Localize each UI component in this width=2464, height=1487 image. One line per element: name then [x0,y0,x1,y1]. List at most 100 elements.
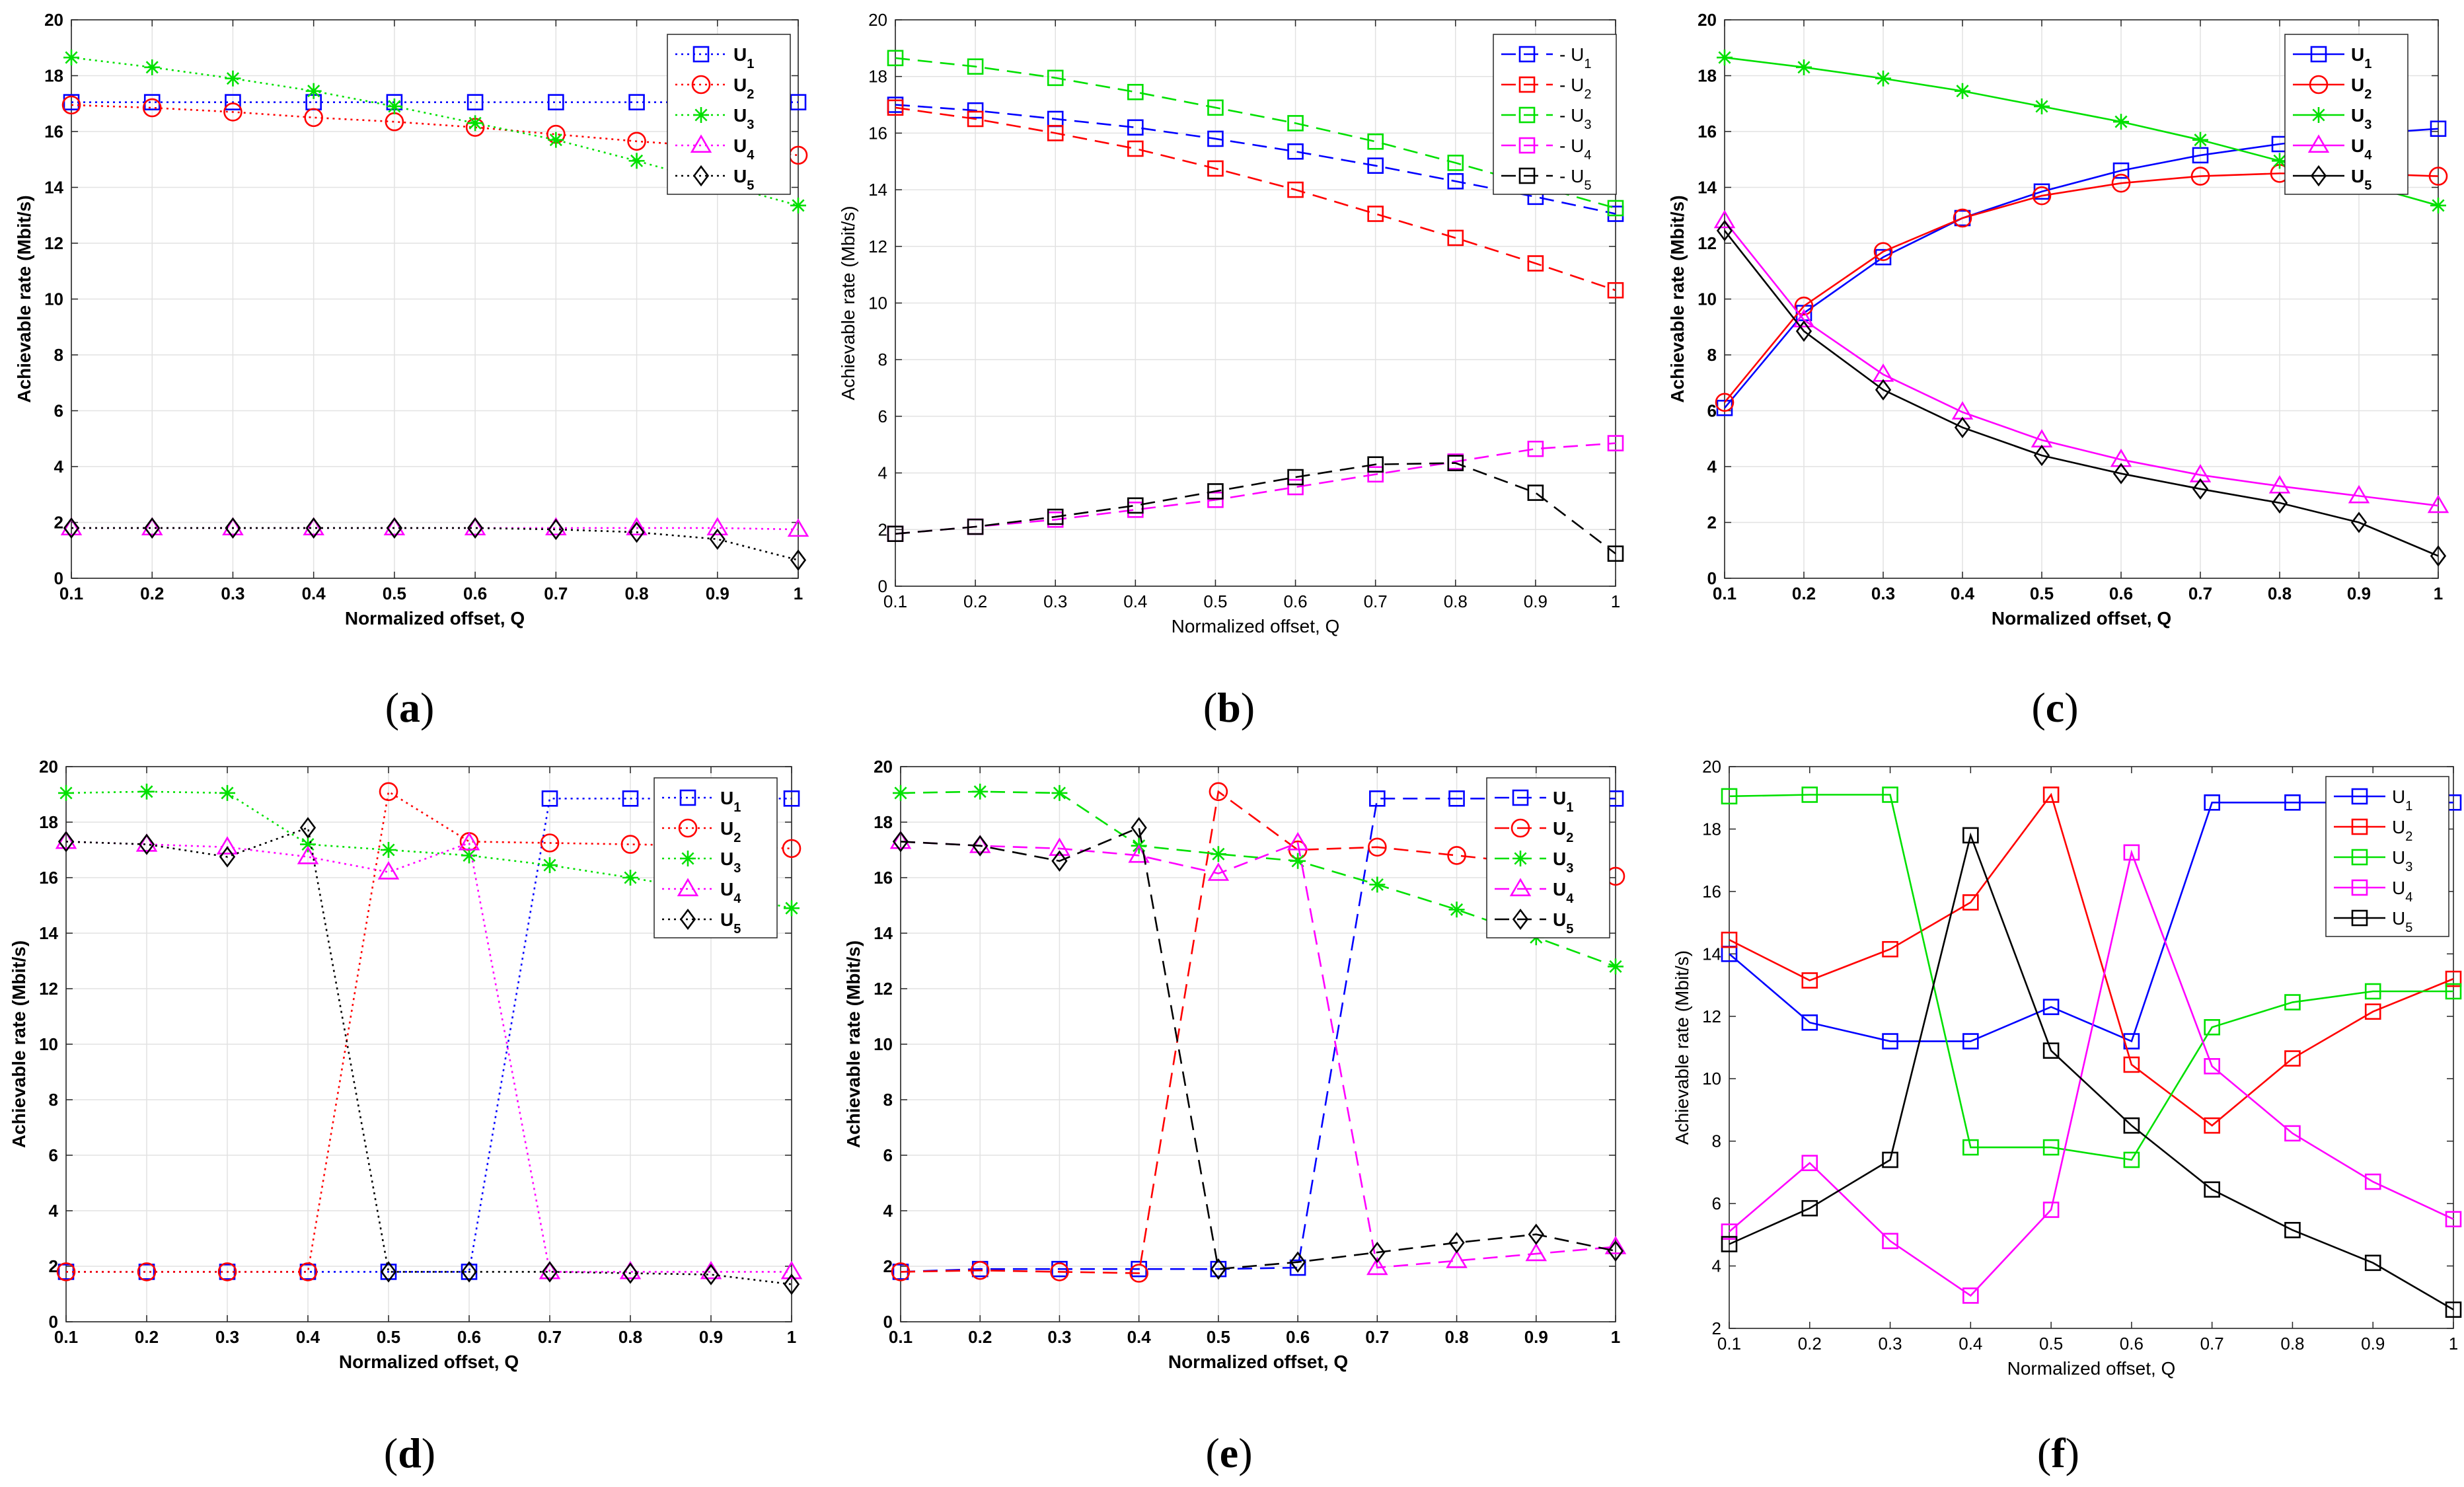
panel-caption: (b) [1203,684,1255,731]
y-tick-label: 18 [868,67,887,87]
x-tick-label: 0.4 [302,584,326,603]
y-tick-label: 12 [1698,233,1717,253]
panel-caption: (e) [1205,1430,1252,1476]
y-tick-label: 4 [883,1201,893,1221]
data-point [1608,958,1624,975]
y-tick-label: 6 [878,406,887,426]
legend-marker [2351,909,2368,927]
x-tick-label: 1 [2449,1334,2458,1354]
x-axis-label: Normalized offset, Q [1172,616,1340,636]
series-4 [887,435,1624,543]
series-line [1729,792,2454,1127]
data-point [1367,157,1384,174]
data-point [1962,1139,1979,1156]
x-tick-label: 0.6 [2120,1334,2144,1354]
data-point [1290,853,1306,869]
y-tick-label: 14 [44,178,63,198]
data-point [628,521,645,543]
x-tick-label: 0.3 [1878,1334,1902,1354]
y-axis-label: Achievable rate (Mbit/s) [1667,195,1688,402]
data-point [467,517,484,539]
data-point [893,784,909,801]
data-point [225,70,241,87]
panel-caption: (a) [385,684,435,731]
data-point [1210,1258,1227,1280]
legend-marker [2310,165,2327,187]
legend-subscript: 2 [2364,87,2371,102]
legend-subscript: 4 [733,892,741,906]
x-tick-label: 0.1 [883,591,907,611]
data-point [63,517,80,539]
legend-subscript: 4 [747,148,755,163]
data-point [967,518,984,535]
y-tick-label: 2 [49,1256,58,1276]
data-point [967,110,984,128]
data-point [2033,444,2050,467]
x-tick-label: 0.4 [1959,1334,1982,1354]
data-point [144,59,161,75]
x-tick-label: 0.3 [215,1327,239,1347]
y-tick-label: 8 [1707,345,1717,365]
data-point [1873,242,1893,261]
legend-subscript: 1 [747,57,754,71]
data-point [1721,931,1738,948]
y-axis-label: Achievable rate (Mbit/s) [9,940,29,1148]
y-tick-label: 12 [868,237,887,256]
data-point [2204,794,2220,811]
data-point [2364,1254,2381,1272]
data-point [540,833,560,853]
data-point [137,1262,157,1281]
y-tick-label: 2 [1707,513,1717,533]
data-point [297,845,319,864]
legend-subscript: 4 [2364,148,2372,163]
series-5 [1721,827,2462,1318]
x-tick-label: 0.1 [54,1327,78,1347]
x-tick-label: 0.5 [1207,1327,1230,1347]
series-line [65,826,792,1285]
x-tick-label: 0.8 [618,1327,642,1347]
data-point [622,790,639,807]
x-tick-label: 0.7 [538,1327,562,1347]
y-tick-label: 2 [883,1256,893,1276]
x-axis-label: Normalized offset, Q [339,1352,519,1372]
data-point [1882,1233,1898,1250]
data-point [144,517,161,539]
y-tick-label: 4 [878,463,887,483]
data-point [1129,1264,1148,1283]
data-point [1207,483,1224,500]
legend-subscript: 5 [733,922,741,936]
data-point [305,517,322,539]
data-point [2204,1019,2220,1036]
data-point [787,518,809,537]
y-axis-label: Achievable rate (Mbit/s) [1672,950,1692,1145]
x-tick-label: 0.4 [296,1327,320,1347]
data-point [1367,206,1384,222]
x-tick-label: 0.7 [2188,584,2212,603]
y-tick-label: 14 [868,180,887,200]
series-5 [887,455,1624,562]
y-tick-label: 8 [878,350,887,369]
y-tick-label: 20 [44,10,63,30]
data-point [622,870,638,886]
series-3 [1721,786,2462,1168]
data-point [1051,784,1068,801]
data-point [1525,1242,1548,1262]
x-tick-label: 1 [1611,591,1620,611]
y-tick-label: 14 [874,923,893,943]
y-tick-label: 18 [44,66,63,86]
legend-marker [2351,788,2368,805]
y-tick-label: 20 [1702,757,1721,777]
data-point [889,830,912,849]
y-tick-label: 10 [1698,289,1717,309]
series-2 [56,782,802,1281]
data-point [2192,478,2209,500]
legend-marker [1511,818,1530,838]
y-tick-label: 20 [1698,10,1717,30]
data-point [1604,1236,1627,1254]
panel-caption: (d) [384,1430,435,1476]
data-point [2284,794,2301,811]
series-line [1723,230,2439,557]
series-5 [892,817,1624,1280]
data-point [1367,466,1384,483]
